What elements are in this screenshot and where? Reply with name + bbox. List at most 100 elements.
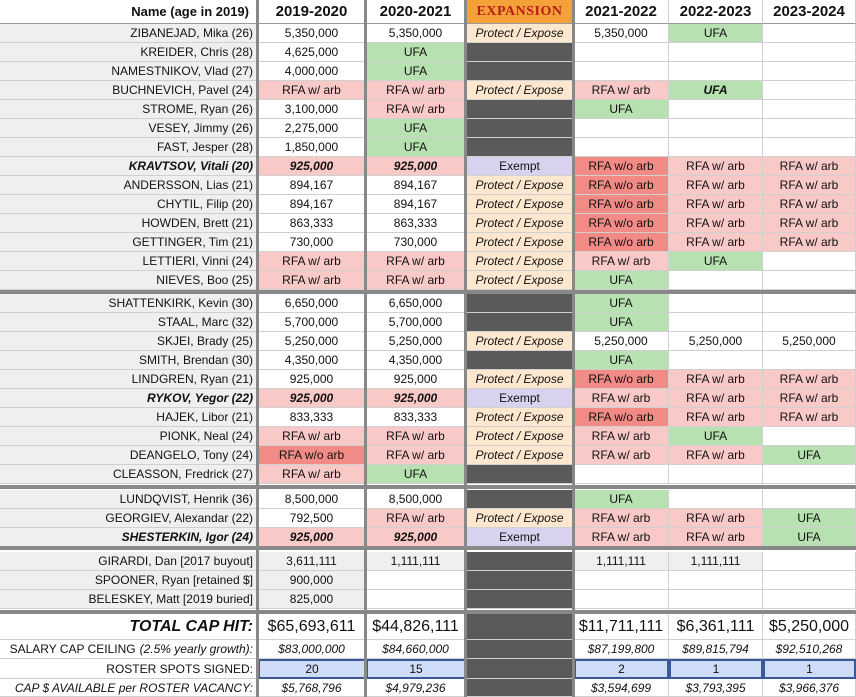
contract-cell[interactable]: 5,250,000 (366, 332, 466, 351)
contract-cell[interactable]: RFA w/ arb (258, 81, 366, 100)
header-name[interactable]: Name (age in 2019) (0, 0, 258, 24)
salary-cap-ceiling-label[interactable]: SALARY CAP CEILING (2.5% yearly growth): (0, 640, 258, 659)
contract-cell[interactable]: 1,111,111 (574, 552, 669, 571)
contract-cell[interactable]: RFA w/ arb (258, 427, 366, 446)
contract-cell[interactable]: UFA (366, 465, 466, 484)
contract-cell[interactable]: 925,000 (258, 528, 366, 547)
contract-cell[interactable]: 8,500,000 (366, 490, 466, 509)
contract-cell[interactable]: RFA w/ arb (763, 157, 856, 176)
contract-cell[interactable]: RFA w/ arb (258, 252, 366, 271)
player-name[interactable]: KREIDER, Chris (28) (0, 43, 258, 62)
contract-cell[interactable] (763, 81, 856, 100)
contract-cell[interactable]: RFA w/ arb (763, 408, 856, 427)
contract-cell[interactable]: RFA w/o arb (574, 370, 669, 389)
roster-spots-value[interactable] (466, 659, 574, 679)
contract-cell[interactable]: RFA w/ arb (366, 271, 466, 290)
player-name[interactable]: NAMESTNIKOV, Vlad (27) (0, 62, 258, 81)
salary-cap-ceiling-value[interactable]: $83,000,000 (258, 640, 366, 659)
contract-cell[interactable] (763, 552, 856, 571)
roster-spots-value[interactable]: 1 (763, 659, 856, 679)
contract-cell[interactable] (763, 100, 856, 119)
header-col-2[interactable]: 2020-2021 (366, 0, 466, 24)
contract-cell[interactable]: UFA (763, 509, 856, 528)
contract-cell[interactable]: RFA w/ arb (574, 446, 669, 465)
contract-cell[interactable]: RFA w/ arb (669, 408, 763, 427)
contract-cell[interactable]: RFA w/ arb (669, 528, 763, 547)
contract-cell[interactable] (574, 119, 669, 138)
contract-cell[interactable]: RFA w/o arb (574, 157, 669, 176)
contract-cell[interactable]: 730,000 (258, 233, 366, 252)
contract-cell[interactable] (763, 119, 856, 138)
contract-cell[interactable]: Protect / Expose (466, 233, 574, 252)
contract-cell[interactable] (669, 571, 763, 590)
contract-cell[interactable] (466, 465, 574, 484)
cap-per-vacancy-value[interactable]: $4,979,236 (366, 679, 466, 697)
contract-cell[interactable] (669, 351, 763, 370)
player-name[interactable]: RYKOV, Yegor (22) (0, 389, 258, 408)
contract-cell[interactable]: RFA w/ arb (574, 252, 669, 271)
contract-cell[interactable]: RFA w/ arb (574, 509, 669, 528)
contract-cell[interactable] (466, 62, 574, 81)
total-cap-hit-value[interactable]: $65,693,611 (258, 614, 366, 640)
contract-cell[interactable] (763, 590, 856, 609)
contract-cell[interactable] (669, 119, 763, 138)
contract-cell[interactable] (669, 100, 763, 119)
contract-cell[interactable] (763, 571, 856, 590)
contract-cell[interactable] (763, 313, 856, 332)
contract-cell[interactable]: RFA w/ arb (574, 81, 669, 100)
contract-cell[interactable]: RFA w/ arb (763, 176, 856, 195)
player-name[interactable]: KRAVTSOV, Vitali (20) (0, 157, 258, 176)
contract-cell[interactable] (669, 138, 763, 157)
contract-cell[interactable] (466, 313, 574, 332)
contract-cell[interactable]: RFA w/ arb (669, 195, 763, 214)
contract-cell[interactable] (366, 590, 466, 609)
contract-cell[interactable]: 925,000 (366, 157, 466, 176)
player-name[interactable]: HOWDEN, Brett (21) (0, 214, 258, 233)
contract-cell[interactable]: UFA (574, 351, 669, 370)
cap-per-vacancy-value[interactable] (466, 679, 574, 697)
contract-cell[interactable]: 5,700,000 (258, 313, 366, 332)
contract-cell[interactable] (466, 552, 574, 571)
contract-cell[interactable]: UFA (669, 81, 763, 100)
player-name[interactable]: CHYTIL, Filip (20) (0, 195, 258, 214)
contract-cell[interactable]: 925,000 (366, 370, 466, 389)
player-name[interactable]: DEANGELO, Tony (24) (0, 446, 258, 465)
salary-cap-ceiling-value[interactable]: $92,510,268 (763, 640, 856, 659)
contract-cell[interactable]: UFA (574, 271, 669, 290)
contract-cell[interactable]: 4,000,000 (258, 62, 366, 81)
contract-cell[interactable]: 1,850,000 (258, 138, 366, 157)
contract-cell[interactable] (669, 465, 763, 484)
contract-cell[interactable] (366, 571, 466, 590)
total-cap-hit-value[interactable]: $6,361,111 (669, 614, 763, 640)
header-col-3[interactable]: EXPANSION (466, 0, 574, 24)
total-cap-hit-value[interactable] (466, 614, 574, 640)
contract-cell[interactable] (466, 138, 574, 157)
contract-cell[interactable]: Protect / Expose (466, 427, 574, 446)
contract-cell[interactable]: 792,500 (258, 509, 366, 528)
roster-spots-value[interactable]: 2 (574, 659, 669, 679)
contract-cell[interactable]: 833,333 (258, 408, 366, 427)
contract-cell[interactable] (763, 427, 856, 446)
contract-cell[interactable]: RFA w/ arb (366, 252, 466, 271)
contract-cell[interactable] (763, 465, 856, 484)
cap-per-vacancy-label[interactable]: CAP $ AVAILABLE per ROSTER VACANCY: (0, 679, 258, 697)
contract-cell[interactable]: RFA w/ arb (669, 157, 763, 176)
roster-spots-value[interactable]: 1 (669, 659, 763, 679)
contract-cell[interactable]: 3,100,000 (258, 100, 366, 119)
contract-cell[interactable]: 894,167 (258, 176, 366, 195)
contract-cell[interactable]: Protect / Expose (466, 509, 574, 528)
player-name[interactable]: LINDGREN, Ryan (21) (0, 370, 258, 389)
contract-cell[interactable]: 4,350,000 (258, 351, 366, 370)
salary-cap-ceiling-value[interactable]: $84,660,000 (366, 640, 466, 659)
contract-cell[interactable]: Protect / Expose (466, 214, 574, 233)
contract-cell[interactable]: UFA (366, 138, 466, 157)
contract-cell[interactable]: UFA (574, 294, 669, 313)
contract-cell[interactable]: Protect / Expose (466, 271, 574, 290)
salary-cap-ceiling-value[interactable]: $89,815,794 (669, 640, 763, 659)
contract-cell[interactable] (763, 62, 856, 81)
contract-cell[interactable]: Protect / Expose (466, 252, 574, 271)
contract-cell[interactable]: RFA w/ arb (763, 214, 856, 233)
contract-cell[interactable]: Protect / Expose (466, 24, 574, 43)
contract-cell[interactable] (466, 351, 574, 370)
contract-cell[interactable]: UFA (366, 62, 466, 81)
